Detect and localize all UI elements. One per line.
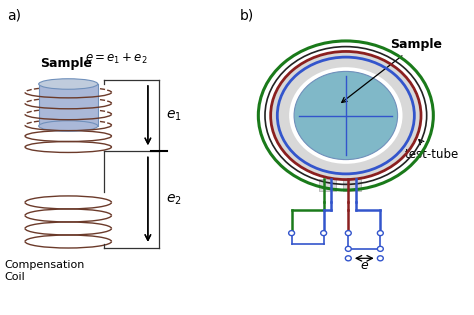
Text: $e_1$: $e_1$ bbox=[166, 108, 182, 123]
Circle shape bbox=[294, 72, 398, 160]
Text: Sample: Sample bbox=[40, 56, 92, 70]
Circle shape bbox=[346, 256, 351, 261]
Bar bbox=[319, 179, 336, 191]
Ellipse shape bbox=[39, 79, 98, 89]
Circle shape bbox=[346, 246, 351, 251]
Circle shape bbox=[289, 231, 294, 236]
Circle shape bbox=[377, 231, 383, 236]
Text: $e$: $e$ bbox=[360, 259, 369, 272]
Circle shape bbox=[272, 53, 420, 179]
Circle shape bbox=[289, 67, 402, 164]
Circle shape bbox=[321, 231, 327, 236]
Circle shape bbox=[377, 256, 383, 261]
Text: Compensation
Coil: Compensation Coil bbox=[5, 261, 85, 282]
Text: a): a) bbox=[7, 9, 21, 22]
Text: $e = e_1+e_2$: $e = e_1+e_2$ bbox=[85, 52, 148, 66]
Bar bbox=[39, 84, 98, 126]
Text: b): b) bbox=[240, 9, 254, 22]
Circle shape bbox=[377, 246, 383, 251]
Ellipse shape bbox=[39, 121, 98, 131]
Text: test-tube: test-tube bbox=[405, 140, 459, 161]
Bar bbox=[343, 179, 361, 191]
Circle shape bbox=[346, 231, 351, 236]
Text: $e_2$: $e_2$ bbox=[166, 192, 182, 207]
Text: Sample: Sample bbox=[342, 38, 442, 102]
